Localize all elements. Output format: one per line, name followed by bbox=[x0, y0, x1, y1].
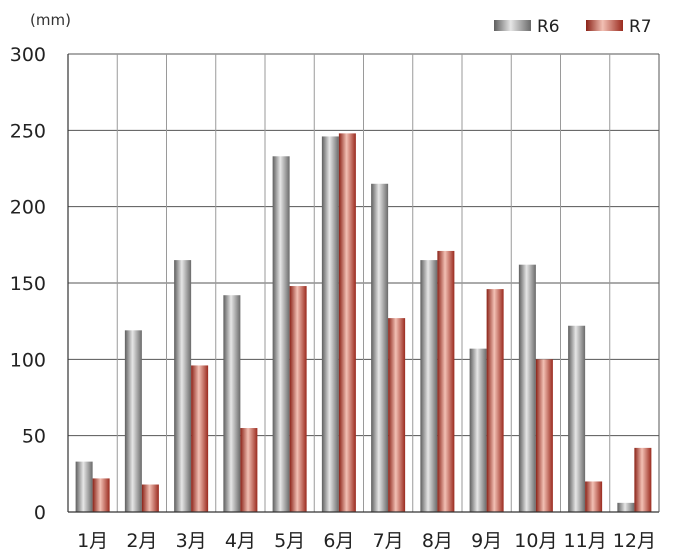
bar-R7-11 bbox=[585, 481, 603, 512]
grid bbox=[68, 53, 659, 513]
x-tick-label: 3月 bbox=[176, 530, 207, 552]
x-tick-label: 5月 bbox=[274, 530, 305, 552]
bar-R7-8 bbox=[437, 250, 455, 512]
x-tick-label: 8月 bbox=[422, 530, 453, 552]
bar-R7-7 bbox=[388, 318, 406, 512]
y-tick-label: 300 bbox=[10, 44, 46, 66]
y-tick-label: 200 bbox=[10, 197, 46, 219]
bar-R7-5 bbox=[289, 286, 307, 512]
bar-R6-2 bbox=[124, 330, 142, 512]
bar-R6-12 bbox=[617, 502, 635, 512]
axes: 0 50 100 150 200 250 300 1月 2月 3月 4月 5月 6月 7月 8月 9月 10月 1… bbox=[10, 44, 660, 552]
y-tick-label: 100 bbox=[10, 349, 46, 371]
bar-R6-8 bbox=[420, 260, 438, 512]
bar-R7-12 bbox=[634, 447, 652, 512]
x-tick-label: 10月 bbox=[514, 530, 557, 552]
bar-R7-6 bbox=[338, 133, 356, 513]
y-tick-label: 250 bbox=[10, 120, 46, 142]
y-tick-label: 0 bbox=[34, 502, 46, 524]
bar-R6-1 bbox=[75, 461, 93, 512]
x-tick-label: 2月 bbox=[126, 530, 157, 552]
x-tick-label: 4月 bbox=[225, 530, 256, 552]
x-tick-label: 7月 bbox=[373, 530, 404, 552]
legend: R6 R7 bbox=[494, 17, 652, 37]
bar-R7-2 bbox=[141, 484, 159, 512]
bar-R6-3 bbox=[174, 260, 192, 512]
x-tick-label: 1月 bbox=[77, 530, 108, 552]
bar-R6-6 bbox=[321, 136, 339, 512]
bar-R7-4 bbox=[240, 428, 258, 512]
bar-R6-4 bbox=[223, 295, 241, 512]
y-tick-label: 150 bbox=[10, 273, 46, 295]
bar-R7-3 bbox=[191, 365, 209, 512]
bar-R7-1 bbox=[92, 478, 110, 512]
x-tick-label: 11月 bbox=[564, 530, 607, 552]
bar-R6-5 bbox=[272, 156, 290, 512]
y-tick-label: 50 bbox=[22, 426, 46, 448]
legend-swatch-R6 bbox=[494, 20, 531, 31]
bar-R6-9 bbox=[469, 348, 487, 512]
x-tick-label: 6月 bbox=[323, 530, 354, 552]
bar-R6-10 bbox=[518, 264, 536, 512]
y-unit-label: (mm) bbox=[30, 11, 71, 29]
bar-R6-7 bbox=[371, 183, 389, 512]
bars bbox=[75, 133, 652, 513]
bar-R6-11 bbox=[568, 325, 586, 512]
bar-R7-10 bbox=[535, 359, 553, 512]
legend-label-R6: R6 bbox=[537, 17, 560, 37]
x-tick-label: 12月 bbox=[613, 530, 656, 552]
bar-R7-9 bbox=[486, 289, 504, 512]
legend-swatch-R7 bbox=[586, 20, 623, 31]
x-tick-label: 9月 bbox=[471, 530, 502, 552]
legend-label-R7: R7 bbox=[629, 17, 652, 37]
